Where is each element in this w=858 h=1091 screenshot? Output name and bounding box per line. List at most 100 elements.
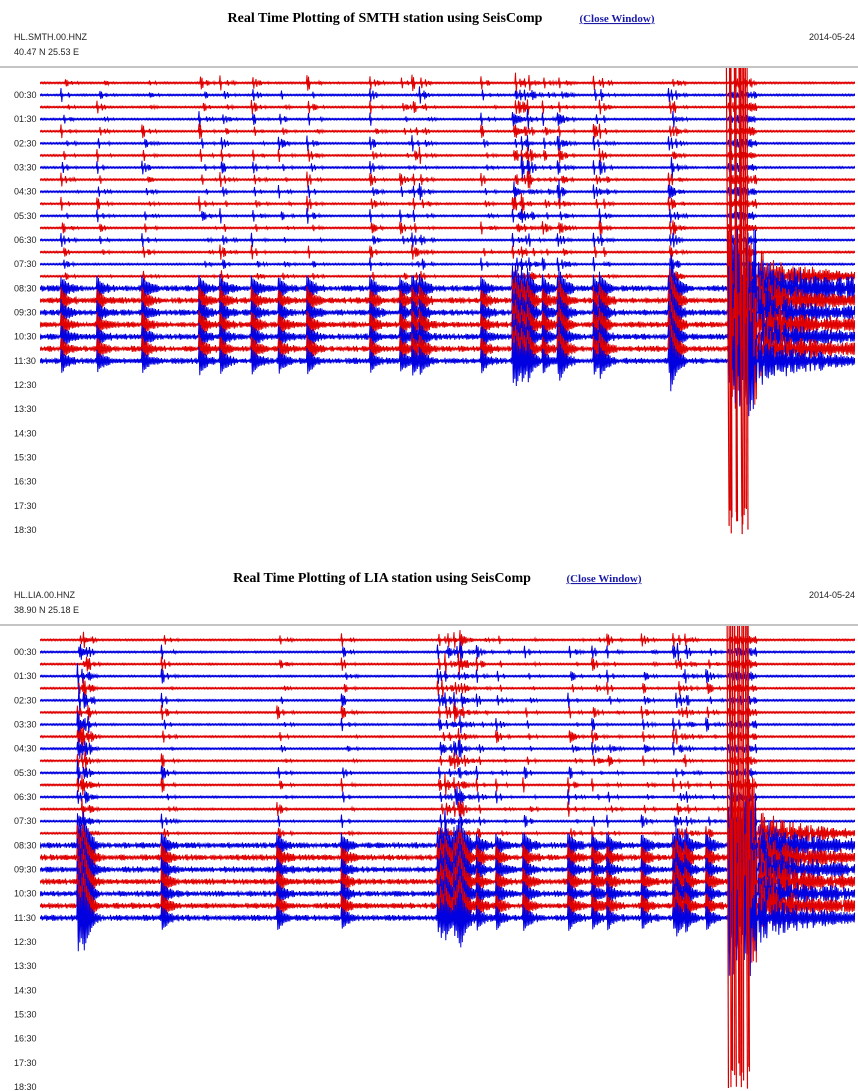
time-label: 13:30 xyxy=(14,404,37,414)
time-label: 11:30 xyxy=(14,356,36,366)
quake-spike xyxy=(747,626,751,1072)
seismic-trace xyxy=(40,220,855,236)
seismic-trace xyxy=(40,652,855,676)
seismic-trace xyxy=(40,99,855,115)
seismic-trace xyxy=(40,265,855,384)
seismic-trace xyxy=(40,288,855,409)
time-label: 17:30 xyxy=(14,501,37,511)
quake-spike xyxy=(746,626,750,1067)
quake-spike xyxy=(726,626,730,1089)
date: 2014-05-24 xyxy=(809,590,855,600)
close-window-link[interactable]: (Close Window) xyxy=(566,573,641,585)
panel-title: Real Time Plotting of SMTH station using… xyxy=(228,11,543,26)
seismic-trace xyxy=(40,751,855,771)
time-label: 06:30 xyxy=(14,235,37,245)
seismic-trace xyxy=(40,810,855,832)
seismic-trace xyxy=(40,245,855,356)
seismic-trace xyxy=(40,726,855,747)
time-label: 17:30 xyxy=(14,1058,37,1068)
time-label: 02:30 xyxy=(14,695,37,705)
quake-spike xyxy=(737,626,741,1076)
time-label: 06:30 xyxy=(14,792,37,802)
station-coords: 38.90 N 25.18 E xyxy=(14,605,79,615)
seismic-trace xyxy=(40,146,855,164)
time-label: 07:30 xyxy=(14,259,37,269)
time-label: 18:30 xyxy=(14,525,37,535)
time-label: 08:30 xyxy=(14,283,37,293)
quake-spike xyxy=(735,68,739,522)
seismic-trace xyxy=(40,179,855,204)
seismic-trace xyxy=(40,859,855,977)
time-label: 04:30 xyxy=(14,744,37,754)
seismic-trace xyxy=(40,155,855,180)
seismic-trace xyxy=(40,232,855,248)
seismic-trace xyxy=(40,123,855,140)
time-label: 16:30 xyxy=(14,477,37,487)
time-label: 05:30 xyxy=(14,768,37,778)
quake-spike xyxy=(729,68,732,534)
seismic-trace xyxy=(40,663,855,690)
time-label: 03:30 xyxy=(14,163,37,173)
seismic-trace xyxy=(40,226,855,326)
seismic-trace xyxy=(40,86,855,104)
seismic-trace xyxy=(40,702,855,723)
quake-spike xyxy=(743,68,746,508)
seismic-trace xyxy=(40,305,855,417)
quake-spike xyxy=(738,626,742,1088)
quake-spike xyxy=(746,68,749,530)
quake-spike xyxy=(744,68,747,509)
time-label: 12:30 xyxy=(14,380,37,390)
quake-spike xyxy=(725,68,730,526)
seismic-trace xyxy=(40,711,855,738)
time-label: 14:30 xyxy=(14,985,37,995)
station-coords: 40.47 N 25.53 E xyxy=(14,47,79,57)
date: 2014-05-24 xyxy=(809,32,855,42)
seismic-trace xyxy=(40,760,855,786)
quake-spike xyxy=(730,68,733,518)
traces xyxy=(40,626,855,1089)
time-label: 00:30 xyxy=(14,90,37,100)
helicorder-panel: Real Time Plotting of SMTH station using… xyxy=(0,11,858,535)
time-label: 07:30 xyxy=(14,816,37,826)
time-label: 12:30 xyxy=(14,937,37,947)
seismic-trace xyxy=(40,786,855,808)
time-label: 13:30 xyxy=(14,961,37,971)
quake-spike xyxy=(740,68,743,535)
time-label: 09:30 xyxy=(14,865,37,875)
seismic-trace xyxy=(40,774,855,796)
time-label: 10:30 xyxy=(14,889,37,899)
traces xyxy=(40,68,855,535)
time-label: 14:30 xyxy=(14,428,37,438)
time-label: 15:30 xyxy=(14,1010,37,1020)
quake-spike xyxy=(734,626,737,1087)
time-label: 08:30 xyxy=(14,840,37,850)
helicorder-panel: Real Time Plotting of LIA station using … xyxy=(0,571,858,1091)
time-label: 18:30 xyxy=(14,1082,37,1091)
time-label: 02:30 xyxy=(14,138,37,148)
time-label: 01:30 xyxy=(14,671,37,681)
quake-spike xyxy=(744,626,749,1089)
time-label: 09:30 xyxy=(14,308,37,318)
quake-spike xyxy=(742,68,745,516)
time-label: 10:30 xyxy=(14,332,37,342)
time-label: 04:30 xyxy=(14,187,37,197)
seismic-trace xyxy=(40,193,855,215)
time-label: 00:30 xyxy=(14,647,37,657)
station-code: HL.LIA.00.HNZ xyxy=(14,590,76,600)
seismic-trace xyxy=(40,685,855,716)
seismic-trace xyxy=(40,798,855,820)
time-label: 01:30 xyxy=(14,114,37,124)
seismic-trace xyxy=(40,244,855,260)
time-label: 05:30 xyxy=(14,211,37,221)
time-label: 16:30 xyxy=(14,1034,37,1044)
seismic-trace xyxy=(40,641,855,663)
seismic-trace xyxy=(40,275,855,399)
station-code: HL.SMTH.00.HNZ xyxy=(14,32,88,42)
seismic-trace xyxy=(40,135,855,152)
seismic-trace xyxy=(40,207,855,224)
seismic-trace xyxy=(40,170,855,189)
close-window-link[interactable]: (Close Window) xyxy=(579,13,654,25)
time-label: 15:30 xyxy=(14,453,37,463)
